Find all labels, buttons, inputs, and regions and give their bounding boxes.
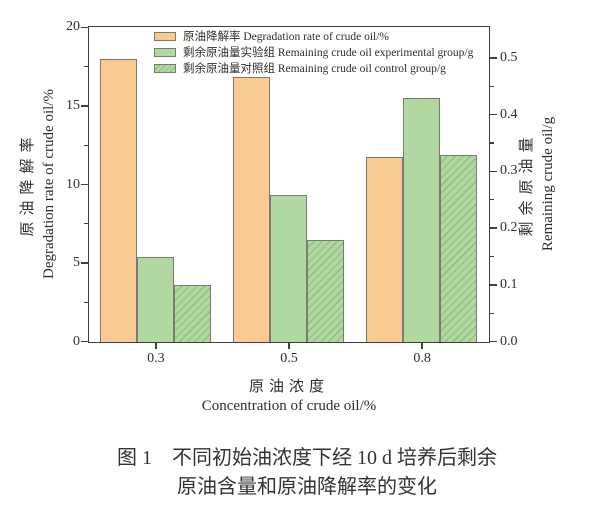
right-axis-major-tick — [490, 114, 497, 116]
left-axis-minor-tick — [84, 223, 88, 225]
right-axis-major-tick — [490, 284, 497, 286]
left-axis-tick-label: 5 — [73, 255, 80, 271]
right-axis-tick-label: 0.5 — [500, 50, 518, 66]
right-axis-tick-label: 0.0 — [500, 333, 518, 349]
legend-label-degradation-rate: 原油降解率 Degradation rate of crude oil/% — [183, 31, 389, 43]
right-axis-tick-label: 0.1 — [500, 276, 518, 292]
left-axis-major-tick — [81, 26, 88, 29]
right-axis-minor-tick — [490, 199, 494, 201]
left-axis-tick-label: 0 — [73, 333, 80, 349]
legend-swatch-hatched — [154, 63, 176, 73]
x-axis-tick-label: 0.8 — [413, 351, 431, 366]
left-axis-major-tick — [81, 340, 88, 343]
x-axis-tick-label: 0.5 — [280, 351, 298, 366]
bar-remaining-oil-experimental-0.5 — [270, 194, 308, 342]
plot-area: 原油降解率 Degradation rate of crude oil/% 剩余… — [88, 26, 490, 343]
right-axis-minor-tick — [490, 142, 494, 144]
right-axis-major-tick — [490, 57, 497, 59]
right-axis-tick-label: 0.3 — [500, 163, 518, 179]
right-axis-minor-tick — [490, 85, 494, 87]
right-axis-major-tick — [490, 170, 497, 173]
legend-swatch-orange — [154, 31, 176, 41]
bar-remaining-oil-experimental-0.8 — [403, 98, 441, 342]
legend-item-remaining-experimental: 剩余原油量实验组 Remaining crude oil experimenta… — [154, 44, 473, 60]
x-axis-tick — [155, 343, 157, 349]
bar-remaining-oil-control-0.5 — [307, 239, 345, 342]
left-axis-tick-label: 20 — [66, 19, 80, 35]
right-axis-tick-label: 0.2 — [500, 220, 518, 236]
legend-item-degradation-rate: 原油降解率 Degradation rate of crude oil/% — [154, 28, 473, 44]
right-axis-tick-label: 0.4 — [500, 106, 518, 122]
left-axis-major-tick — [81, 262, 88, 264]
bar-degradation-rate-0.5 — [233, 76, 271, 342]
figure-caption: 图 1 不同初始油浓度下经 10 d 培养后剩余 原油含量和原油降解率的变化 — [0, 444, 614, 502]
bar-remaining-oil-control-0.8 — [440, 154, 478, 342]
legend-label-remaining-experimental: 剩余原油量实验组 Remaining crude oil experimenta… — [183, 47, 474, 59]
right-axis-title-en: Remaining crude oil/g — [540, 116, 556, 252]
bar-remaining-oil-control-0.3 — [174, 285, 212, 342]
right-axis-minor-tick — [490, 312, 494, 314]
x-axis-tick — [421, 343, 423, 349]
x-axis-title-zh: 原油浓度 — [248, 379, 329, 395]
x-axis-title-en: Concentration of crude oil/% — [201, 398, 377, 414]
x-axis-tick-label: 0.3 — [147, 351, 165, 366]
bar-degradation-rate-0.8 — [366, 156, 404, 342]
right-axis-minor-tick — [490, 255, 494, 258]
legend: 原油降解率 Degradation rate of crude oil/% 剩余… — [154, 28, 473, 76]
legend-swatch-green — [154, 47, 176, 57]
bars-layer — [89, 27, 489, 342]
bar-remaining-oil-experimental-0.3 — [137, 256, 175, 342]
left-axis-major-tick — [81, 105, 88, 107]
x-axis-title: 原油浓度 Concentration of crude oil/% — [88, 378, 490, 416]
left-axis-tick-label: 10 — [66, 176, 80, 192]
x-axis-tick — [288, 343, 290, 349]
legend-label-remaining-control: 剩余原油量对照组 Remaining crude oil control gro… — [183, 63, 446, 75]
right-axis-major-tick — [490, 340, 497, 343]
legend-item-remaining-control: 剩余原油量对照组 Remaining crude oil control gro… — [154, 60, 473, 76]
figure-caption-line2: 原油含量和原油降解率的变化 — [177, 476, 437, 498]
figure-caption-line1: 图 1 不同初始油浓度下经 10 d 培养后剩余 — [117, 447, 497, 469]
left-axis-minor-tick — [84, 66, 88, 68]
right-axis-major-tick — [490, 227, 497, 229]
left-axis-major-tick — [81, 183, 88, 186]
left-axis-tick-label: 15 — [66, 97, 80, 113]
left-axis-minor-tick — [84, 301, 88, 303]
left-axis-minor-tick — [84, 144, 88, 146]
bar-degradation-rate-0.3 — [100, 59, 138, 342]
